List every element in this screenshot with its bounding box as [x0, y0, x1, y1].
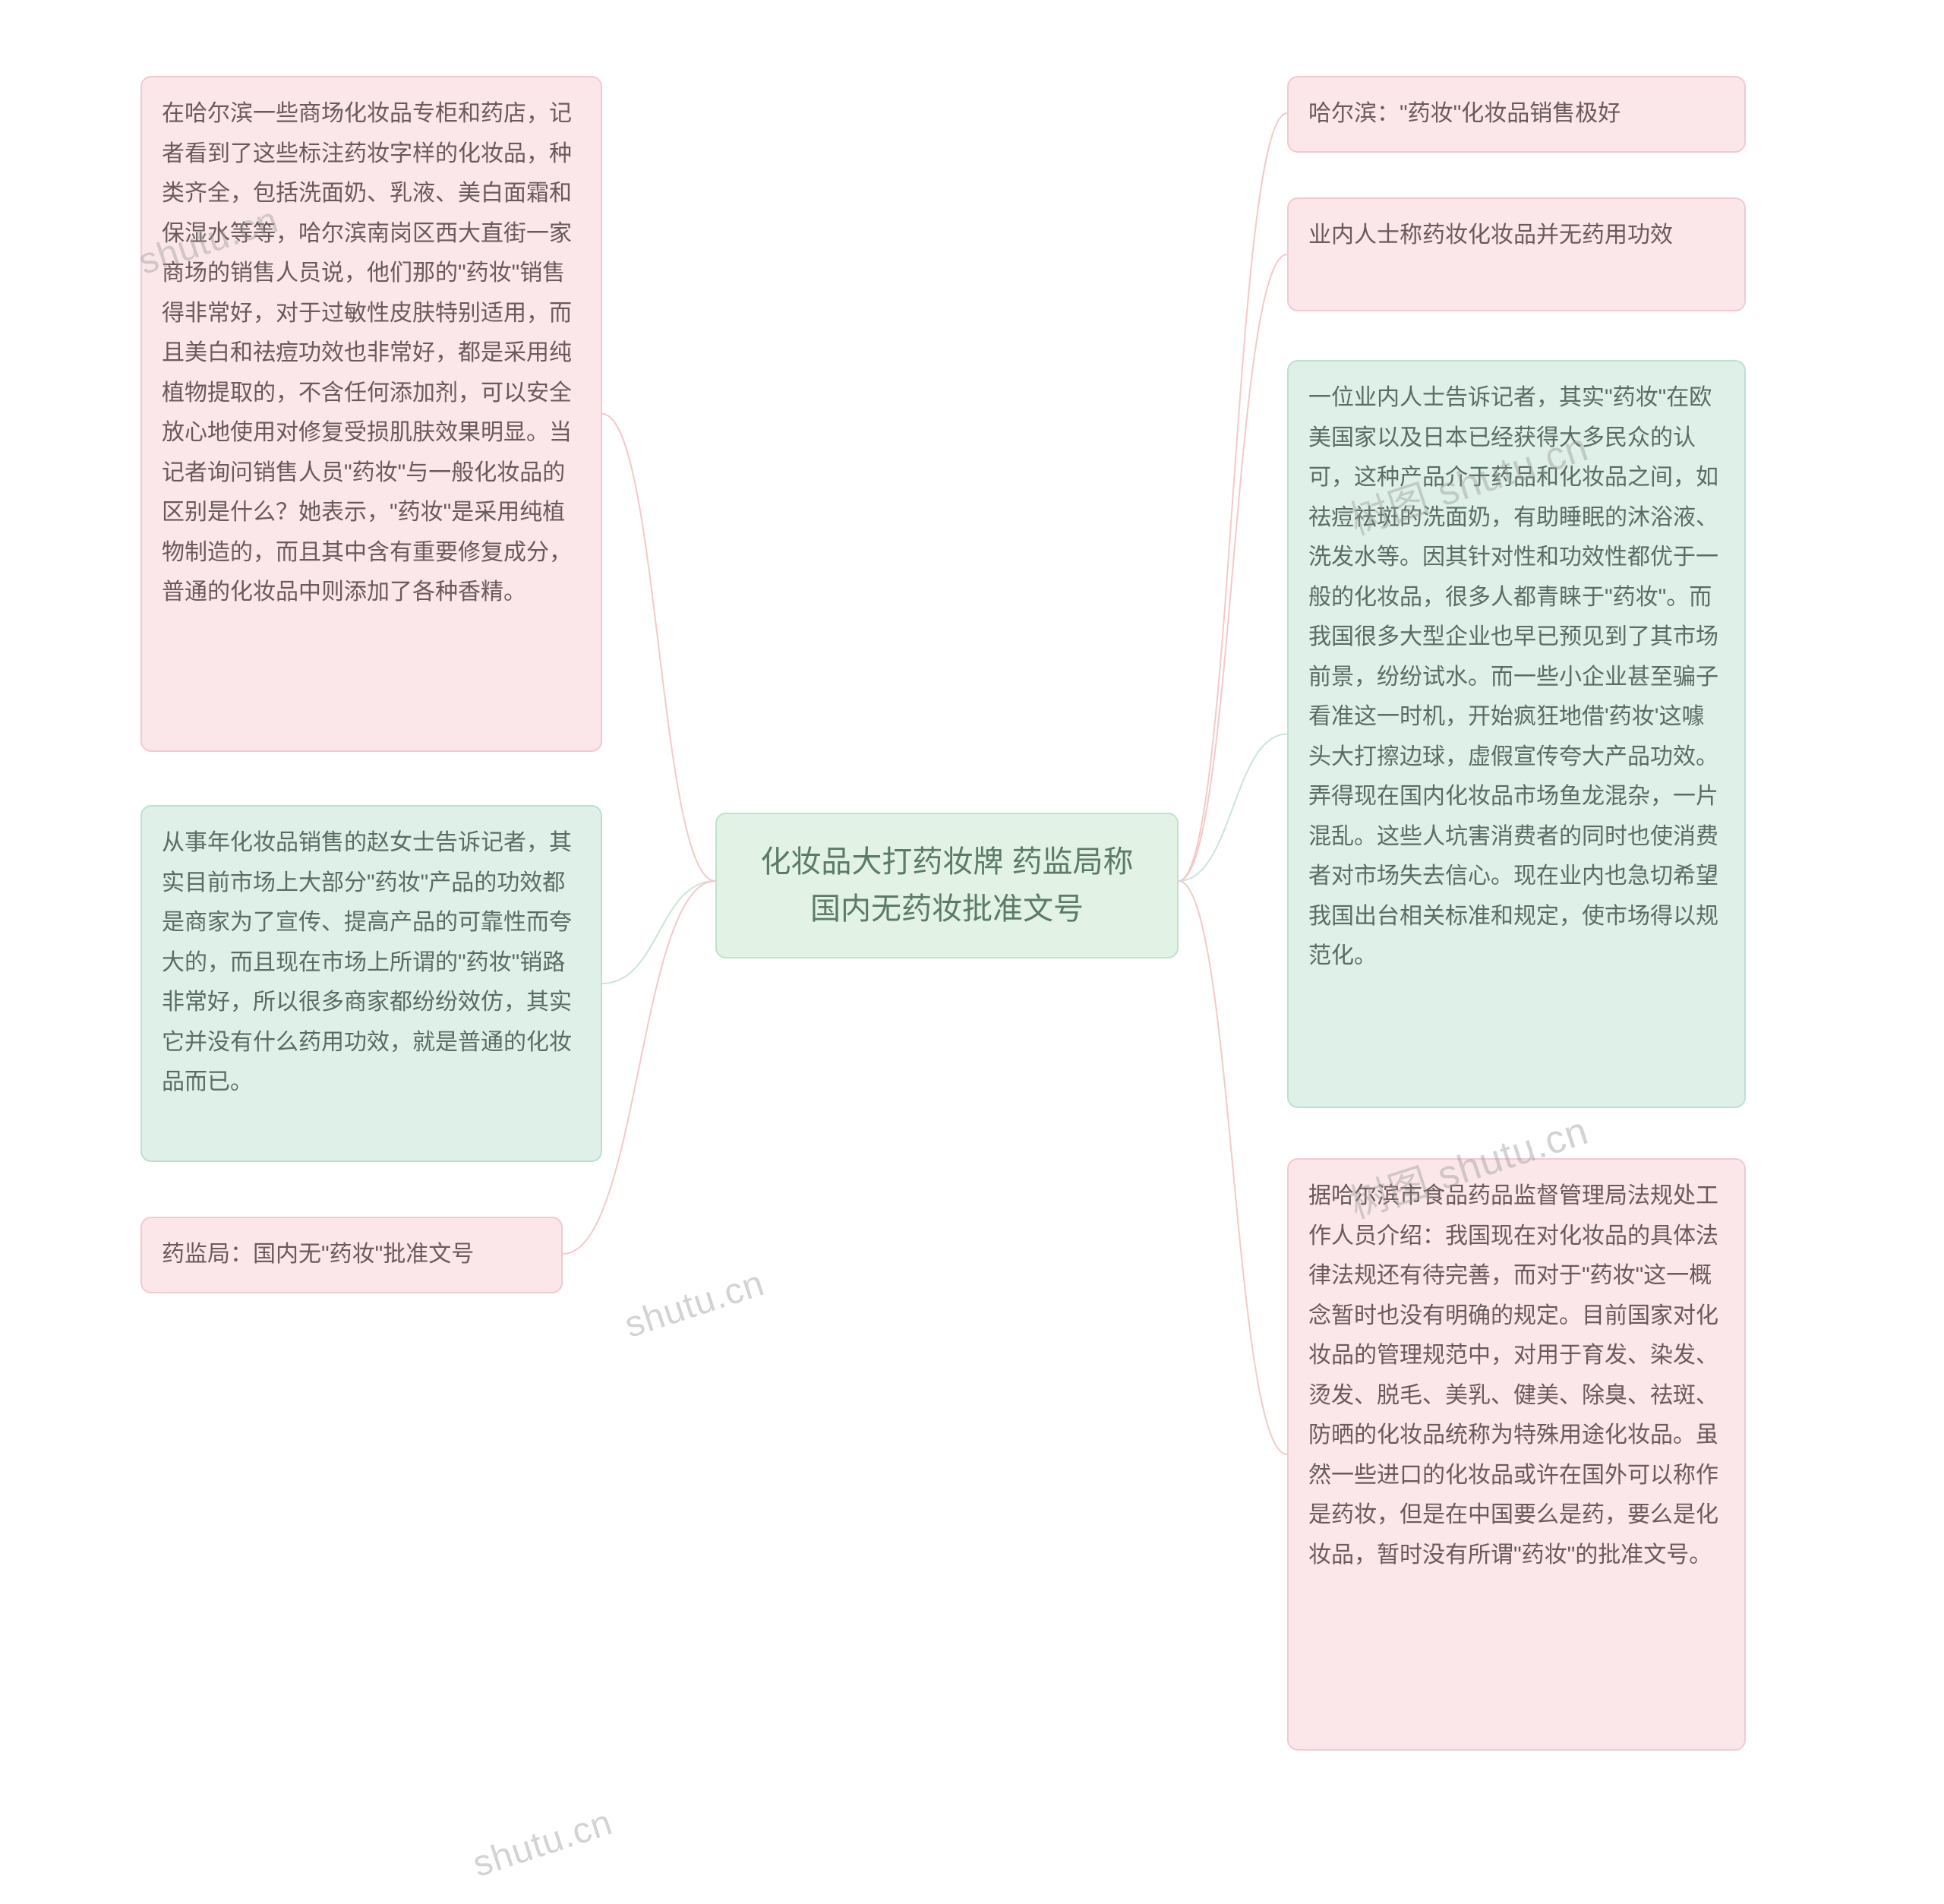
- node-right-3: 一位业内人士告诉记者，其实"药妆"在欧美国家以及日本已经获得大多民众的认可，这种…: [1287, 360, 1746, 1108]
- node-left-1: 在哈尔滨一些商场化妆品专柜和药店，记者看到了这些标注药妆字样的化妆品，种类齐全，…: [140, 76, 602, 752]
- node-left-2: 从事年化妆品销售的赵女士告诉记者，其实目前市场上大部分"药妆"产品的功效都是商家…: [140, 805, 602, 1162]
- node-text: 从事年化妆品销售的赵女士告诉记者，其实目前市场上大部分"药妆"产品的功效都是商家…: [162, 830, 572, 1094]
- node-text: 在哈尔滨一些商场化妆品专柜和药店，记者看到了这些标注药妆字样的化妆品，种类齐全，…: [162, 101, 572, 605]
- node-text: 一位业内人士告诉记者，其实"药妆"在欧美国家以及日本已经获得大多民众的认可，这种…: [1308, 385, 1718, 968]
- center-text: 化妆品大打药妆牌 药监局称国内无药妆批准文号: [760, 845, 1133, 926]
- node-text: 据哈尔滨市食品药品监督管理局法规处工作人员介绍：我国现在对化妆品的具体法律法规还…: [1308, 1183, 1718, 1568]
- node-right-1: 哈尔滨："药妆"化妆品销售极好: [1287, 76, 1746, 153]
- node-right-2: 业内人士称药妆化妆品并无药用功效: [1287, 197, 1746, 311]
- center-node: 化妆品大打药妆牌 药监局称国内无药妆批准文号: [715, 813, 1179, 958]
- node-text: 哈尔滨："药妆"化妆品销售极好: [1308, 101, 1621, 126]
- node-left-3: 药监局：国内无"药妆"批准文号: [140, 1217, 563, 1293]
- node-text: 药监局：国内无"药妆"批准文号: [162, 1242, 474, 1267]
- node-text: 业内人士称药妆化妆品并无药用功效: [1308, 223, 1673, 248]
- watermark: shutu.cn: [468, 1801, 617, 1886]
- watermark: shutu.cn: [620, 1262, 769, 1347]
- node-right-4: 据哈尔滨市食品药品监督管理局法规处工作人员介绍：我国现在对化妆品的具体法律法规还…: [1287, 1158, 1746, 1751]
